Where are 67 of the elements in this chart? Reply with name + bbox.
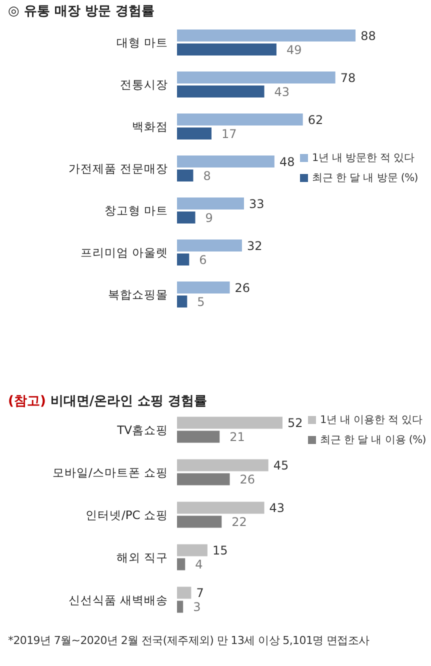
bar [177, 282, 230, 294]
bar [177, 516, 222, 528]
y-tick-label: 신선식품 새벽배송 [68, 593, 168, 608]
text: *2019년 7월~2020년 2월 전국(제주제외) 만 13세 이상 5,101명 면접조사 [8, 633, 370, 650]
chart-title: (참고) 비대면/온라인 쇼핑 경험률 [8, 394, 208, 409]
data-label: 26 [240, 472, 256, 487]
bar [177, 114, 303, 126]
data-label: 48 [279, 154, 295, 169]
data-label: 15 [212, 544, 228, 558]
y-tick-label: 전통시장 [120, 78, 168, 92]
y-tick-label: 인터넷/PC 쇼핑 [86, 508, 168, 522]
bar [177, 430, 220, 443]
data-label: 17 [222, 126, 237, 141]
data-label: 43 [274, 84, 290, 99]
y-tick-label: 가전제품 전문매장 [68, 162, 168, 176]
data-label: 49 [286, 42, 302, 57]
data-label: 8 [203, 168, 211, 183]
data-label: 7 [196, 586, 204, 600]
y-tick-label: 창고형 마트 [104, 204, 168, 218]
data-label: 26 [234, 280, 250, 295]
bar [177, 586, 192, 599]
bar [177, 296, 188, 308]
data-label: 4 [195, 558, 203, 572]
bar [177, 558, 186, 570]
bar [177, 459, 268, 472]
y-tick-label: 백화점 [132, 120, 168, 134]
data-label: 32 [246, 238, 262, 253]
bar [177, 156, 274, 168]
bar [177, 600, 184, 613]
bar [177, 44, 276, 56]
y-tick-label: 프리미엄 아울렛 [80, 246, 168, 260]
bar [177, 254, 190, 266]
data-label: 6 [199, 252, 207, 267]
bar [177, 212, 196, 224]
data-label: 78 [340, 70, 356, 85]
legend-label: 최근 한 달 내 방문 (%) [312, 172, 418, 184]
data-label: 62 [308, 112, 324, 127]
data-label: 21 [230, 430, 245, 444]
bar [177, 30, 356, 42]
bar [177, 416, 283, 429]
y-tick-label: 대형 마트 [116, 36, 168, 50]
y-tick-label: TV홈쇼핑 [116, 423, 168, 438]
bar [177, 240, 242, 252]
legend-label: 최근 한 달 내 이용 (%) [320, 434, 426, 446]
data-label: 9 [205, 210, 213, 225]
y-tick-label: 모바일/스마트폰 쇼핑 [52, 466, 168, 480]
bar [177, 128, 212, 140]
data-label: 45 [273, 458, 289, 473]
data-label: 52 [288, 416, 303, 430]
data-label: 43 [269, 501, 285, 516]
legend-label: 1년 내 방문한 적 있다 [312, 152, 415, 164]
chart-title: ◎ 유통 매장 방문 경험률 [8, 4, 154, 19]
bar [177, 170, 194, 182]
bar [177, 72, 336, 84]
data-label: 88 [360, 28, 376, 43]
data-label: 33 [248, 196, 264, 211]
y-tick-label: 해외 직구 [116, 550, 168, 565]
bar [177, 86, 264, 98]
bar [177, 198, 244, 210]
data-label: 22 [232, 515, 247, 530]
legend-label: 1년 내 이용한 적 있다 [320, 414, 423, 426]
data-label: 5 [197, 294, 205, 309]
bar [177, 544, 208, 556]
bar [177, 473, 230, 486]
data-label: 3 [193, 600, 201, 614]
y-tick-label: 복합쇼핑몰 [108, 288, 168, 302]
bar [177, 502, 264, 514]
